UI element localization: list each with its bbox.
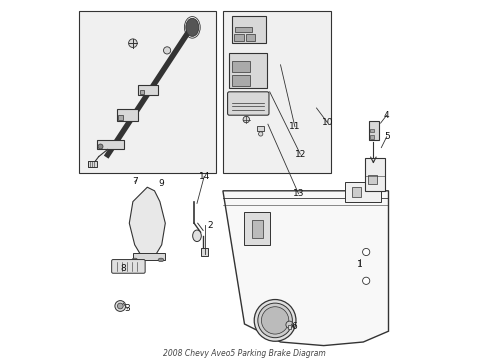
Bar [246, 34, 255, 41]
Text: 13: 13 [292, 189, 304, 198]
Ellipse shape [128, 39, 137, 48]
Text: 8: 8 [120, 264, 125, 274]
Text: 7: 7 [132, 177, 137, 186]
Text: 9: 9 [158, 179, 163, 188]
Ellipse shape [254, 300, 295, 341]
Bar [231, 61, 249, 72]
Bar [229, 53, 266, 88]
FancyBboxPatch shape [111, 260, 145, 273]
Bar [367, 175, 376, 184]
Ellipse shape [261, 307, 288, 334]
Ellipse shape [362, 277, 369, 284]
Ellipse shape [257, 303, 292, 338]
Text: 10: 10 [321, 118, 332, 127]
Polygon shape [223, 191, 387, 346]
Ellipse shape [98, 144, 103, 149]
Bar [231, 75, 249, 86]
Text: 4: 4 [383, 111, 389, 120]
Ellipse shape [185, 18, 199, 36]
Ellipse shape [192, 230, 201, 242]
Bar [118, 115, 123, 120]
Bar [200, 248, 207, 256]
Bar [233, 34, 244, 41]
Ellipse shape [369, 164, 376, 171]
Ellipse shape [243, 116, 249, 123]
Text: 1: 1 [356, 260, 362, 269]
Bar [345, 182, 381, 202]
Bar [231, 16, 265, 43]
Bar [140, 90, 144, 94]
Text: 12: 12 [294, 150, 305, 159]
Bar [369, 129, 373, 132]
Text: 5: 5 [383, 132, 389, 141]
Polygon shape [129, 187, 165, 257]
Text: 2008 Chevy Aveo5 Parking Brake Diagram: 2008 Chevy Aveo5 Parking Brake Diagram [163, 349, 325, 358]
Bar [287, 325, 290, 329]
Bar [235, 27, 251, 32]
Bar [133, 253, 165, 260]
Text: 14: 14 [198, 172, 209, 181]
Text: 3: 3 [124, 305, 130, 313]
Bar [352, 187, 361, 197]
Text: 11: 11 [288, 122, 300, 131]
Bar [244, 212, 269, 245]
Bar [368, 121, 378, 140]
Ellipse shape [117, 303, 123, 309]
Text: 2: 2 [207, 220, 213, 230]
Bar [97, 140, 123, 149]
Text: 6: 6 [290, 323, 296, 331]
Bar [117, 109, 138, 121]
Ellipse shape [163, 47, 170, 54]
FancyBboxPatch shape [227, 92, 268, 115]
Ellipse shape [362, 248, 369, 256]
Ellipse shape [132, 258, 137, 262]
Ellipse shape [158, 258, 163, 262]
Bar [365, 158, 384, 191]
Ellipse shape [115, 301, 125, 311]
Bar [257, 126, 264, 131]
Ellipse shape [258, 132, 263, 136]
Bar [223, 11, 330, 173]
Bar [251, 220, 262, 238]
Bar [79, 11, 215, 173]
Bar [88, 161, 97, 167]
Bar [138, 85, 158, 95]
Ellipse shape [285, 321, 292, 328]
Bar [369, 135, 373, 139]
